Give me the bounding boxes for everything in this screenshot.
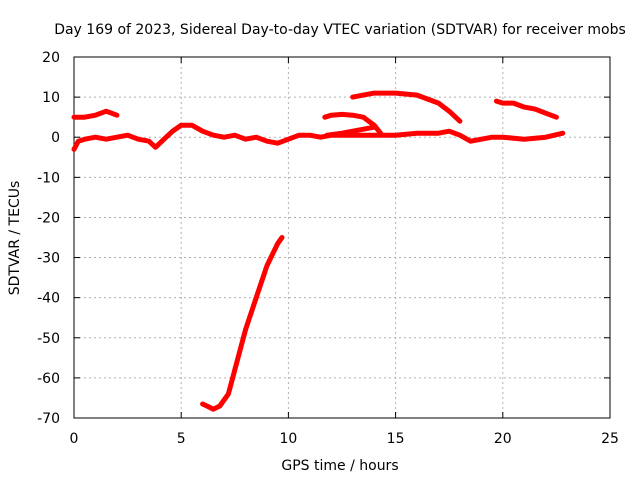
series-group xyxy=(71,90,566,412)
x-tick-label: 10 xyxy=(279,431,297,447)
y-tick-label: -20 xyxy=(37,210,60,226)
y-tick-label: 20 xyxy=(42,50,60,66)
x-tick-label: 15 xyxy=(387,431,405,447)
y-tick-label: -70 xyxy=(37,411,60,427)
grid xyxy=(74,57,610,418)
series-arc-13-18h xyxy=(350,90,463,124)
x-tick-label: 5 xyxy=(177,431,186,447)
y-tick-label: 10 xyxy=(42,90,60,106)
series-arc-19-22h xyxy=(493,98,559,120)
y-axis: 20 10 0 -10 -20 -30 -40 -50 -60 -70 xyxy=(37,50,610,427)
series-descent xyxy=(200,235,285,412)
chart-title: Day 169 of 2023, Sidereal Day-to-day VTE… xyxy=(54,22,626,38)
x-tick-label: 0 xyxy=(70,431,79,447)
series-arc-13-15h xyxy=(324,124,377,138)
series-baseline xyxy=(71,122,566,152)
x-tick-label: 20 xyxy=(494,431,512,447)
x-axis: 0 5 10 15 20 25 xyxy=(70,57,619,447)
y-tick-label: -10 xyxy=(37,170,60,186)
x-tick-label: 25 xyxy=(601,431,619,447)
y-tick-label: -40 xyxy=(37,291,60,307)
plot-frame xyxy=(73,56,611,419)
y-axis-title: SDTVAR / TECUs xyxy=(7,181,23,296)
y-tick-label: -50 xyxy=(37,331,60,347)
y-tick-label: -30 xyxy=(37,251,60,267)
x-axis-title: GPS time / hours xyxy=(281,458,398,474)
series-arc-0-2h xyxy=(71,108,120,120)
y-tick-label: 0 xyxy=(51,130,60,146)
y-tick-label: -60 xyxy=(37,371,60,387)
